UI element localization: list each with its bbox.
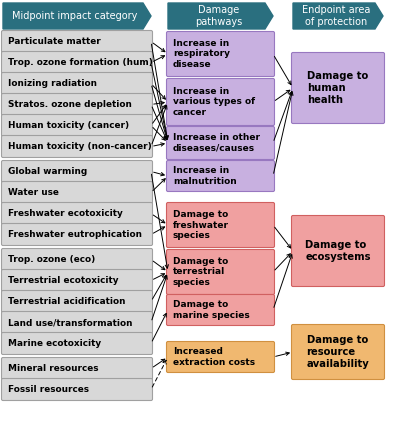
FancyBboxPatch shape [167,32,275,77]
Text: Human toxicity (non-cancer): Human toxicity (non-cancer) [8,142,152,151]
Text: Freshwater ecotoxicity: Freshwater ecotoxicity [8,209,123,218]
Text: Damage to
resource
availability: Damage to resource availability [307,336,369,368]
FancyBboxPatch shape [292,216,385,287]
FancyBboxPatch shape [2,249,152,271]
Text: Particulate matter: Particulate matter [8,37,101,46]
Text: Water use: Water use [8,188,59,197]
Text: Increase in other
diseases/causes: Increase in other diseases/causes [173,133,260,153]
FancyBboxPatch shape [2,378,152,401]
FancyBboxPatch shape [167,294,275,326]
Text: Damage to
freshwater
species: Damage to freshwater species [173,210,229,240]
Text: Increase in
various types of
cancer: Increase in various types of cancer [173,87,255,117]
FancyBboxPatch shape [2,333,152,355]
Text: Ionizing radiation: Ionizing radiation [8,79,97,88]
FancyBboxPatch shape [2,203,152,224]
Text: Global warming: Global warming [8,167,87,176]
Text: Trop. ozone (eco): Trop. ozone (eco) [8,255,95,264]
FancyBboxPatch shape [2,269,152,291]
Text: Endpoint area
of protection: Endpoint area of protection [302,5,370,27]
FancyBboxPatch shape [2,30,152,52]
Text: Terrestrial ecotoxicity: Terrestrial ecotoxicity [8,276,119,285]
FancyBboxPatch shape [2,72,152,94]
Text: Freshwater eutrophication: Freshwater eutrophication [8,230,142,239]
FancyBboxPatch shape [2,223,152,246]
Text: Fossil resources: Fossil resources [8,385,89,394]
FancyBboxPatch shape [2,52,152,74]
FancyBboxPatch shape [2,136,152,158]
Polygon shape [168,3,273,29]
FancyBboxPatch shape [292,324,385,379]
Text: Damage to
human
health: Damage to human health [307,71,369,105]
FancyBboxPatch shape [2,311,152,333]
Text: Stratos. ozone depletion: Stratos. ozone depletion [8,100,132,109]
FancyBboxPatch shape [167,342,275,372]
FancyBboxPatch shape [292,52,385,123]
FancyBboxPatch shape [2,181,152,204]
Text: Terrestrial acidification: Terrestrial acidification [8,297,126,306]
Text: Mineral resources: Mineral resources [8,364,98,373]
Text: Increase in
respiratory
disease: Increase in respiratory disease [173,39,230,69]
FancyBboxPatch shape [167,161,275,191]
Text: Damage to
terrestrial
species: Damage to terrestrial species [173,257,228,287]
Polygon shape [293,3,383,29]
FancyBboxPatch shape [2,94,152,116]
Text: Damage
pathways: Damage pathways [195,5,242,27]
Text: Increased
extraction costs: Increased extraction costs [173,347,255,367]
Text: Damage to
ecosystems: Damage to ecosystems [305,240,371,262]
FancyBboxPatch shape [2,161,152,182]
Polygon shape [3,3,151,29]
FancyBboxPatch shape [167,78,275,126]
Text: Land use/transformation: Land use/transformation [8,318,132,327]
Text: Human toxicity (cancer): Human toxicity (cancer) [8,121,129,130]
FancyBboxPatch shape [167,203,275,248]
Text: Midpoint impact category: Midpoint impact category [12,11,138,21]
FancyBboxPatch shape [2,291,152,313]
FancyBboxPatch shape [167,249,275,294]
FancyBboxPatch shape [2,114,152,136]
FancyBboxPatch shape [167,126,275,159]
Text: Marine ecotoxicity: Marine ecotoxicity [8,339,101,348]
Text: Increase in
malnutrition: Increase in malnutrition [173,166,237,186]
Text: Damage to
marine species: Damage to marine species [173,301,250,320]
FancyBboxPatch shape [2,358,152,379]
Text: Trop. ozone formation (hum): Trop. ozone formation (hum) [8,58,153,67]
